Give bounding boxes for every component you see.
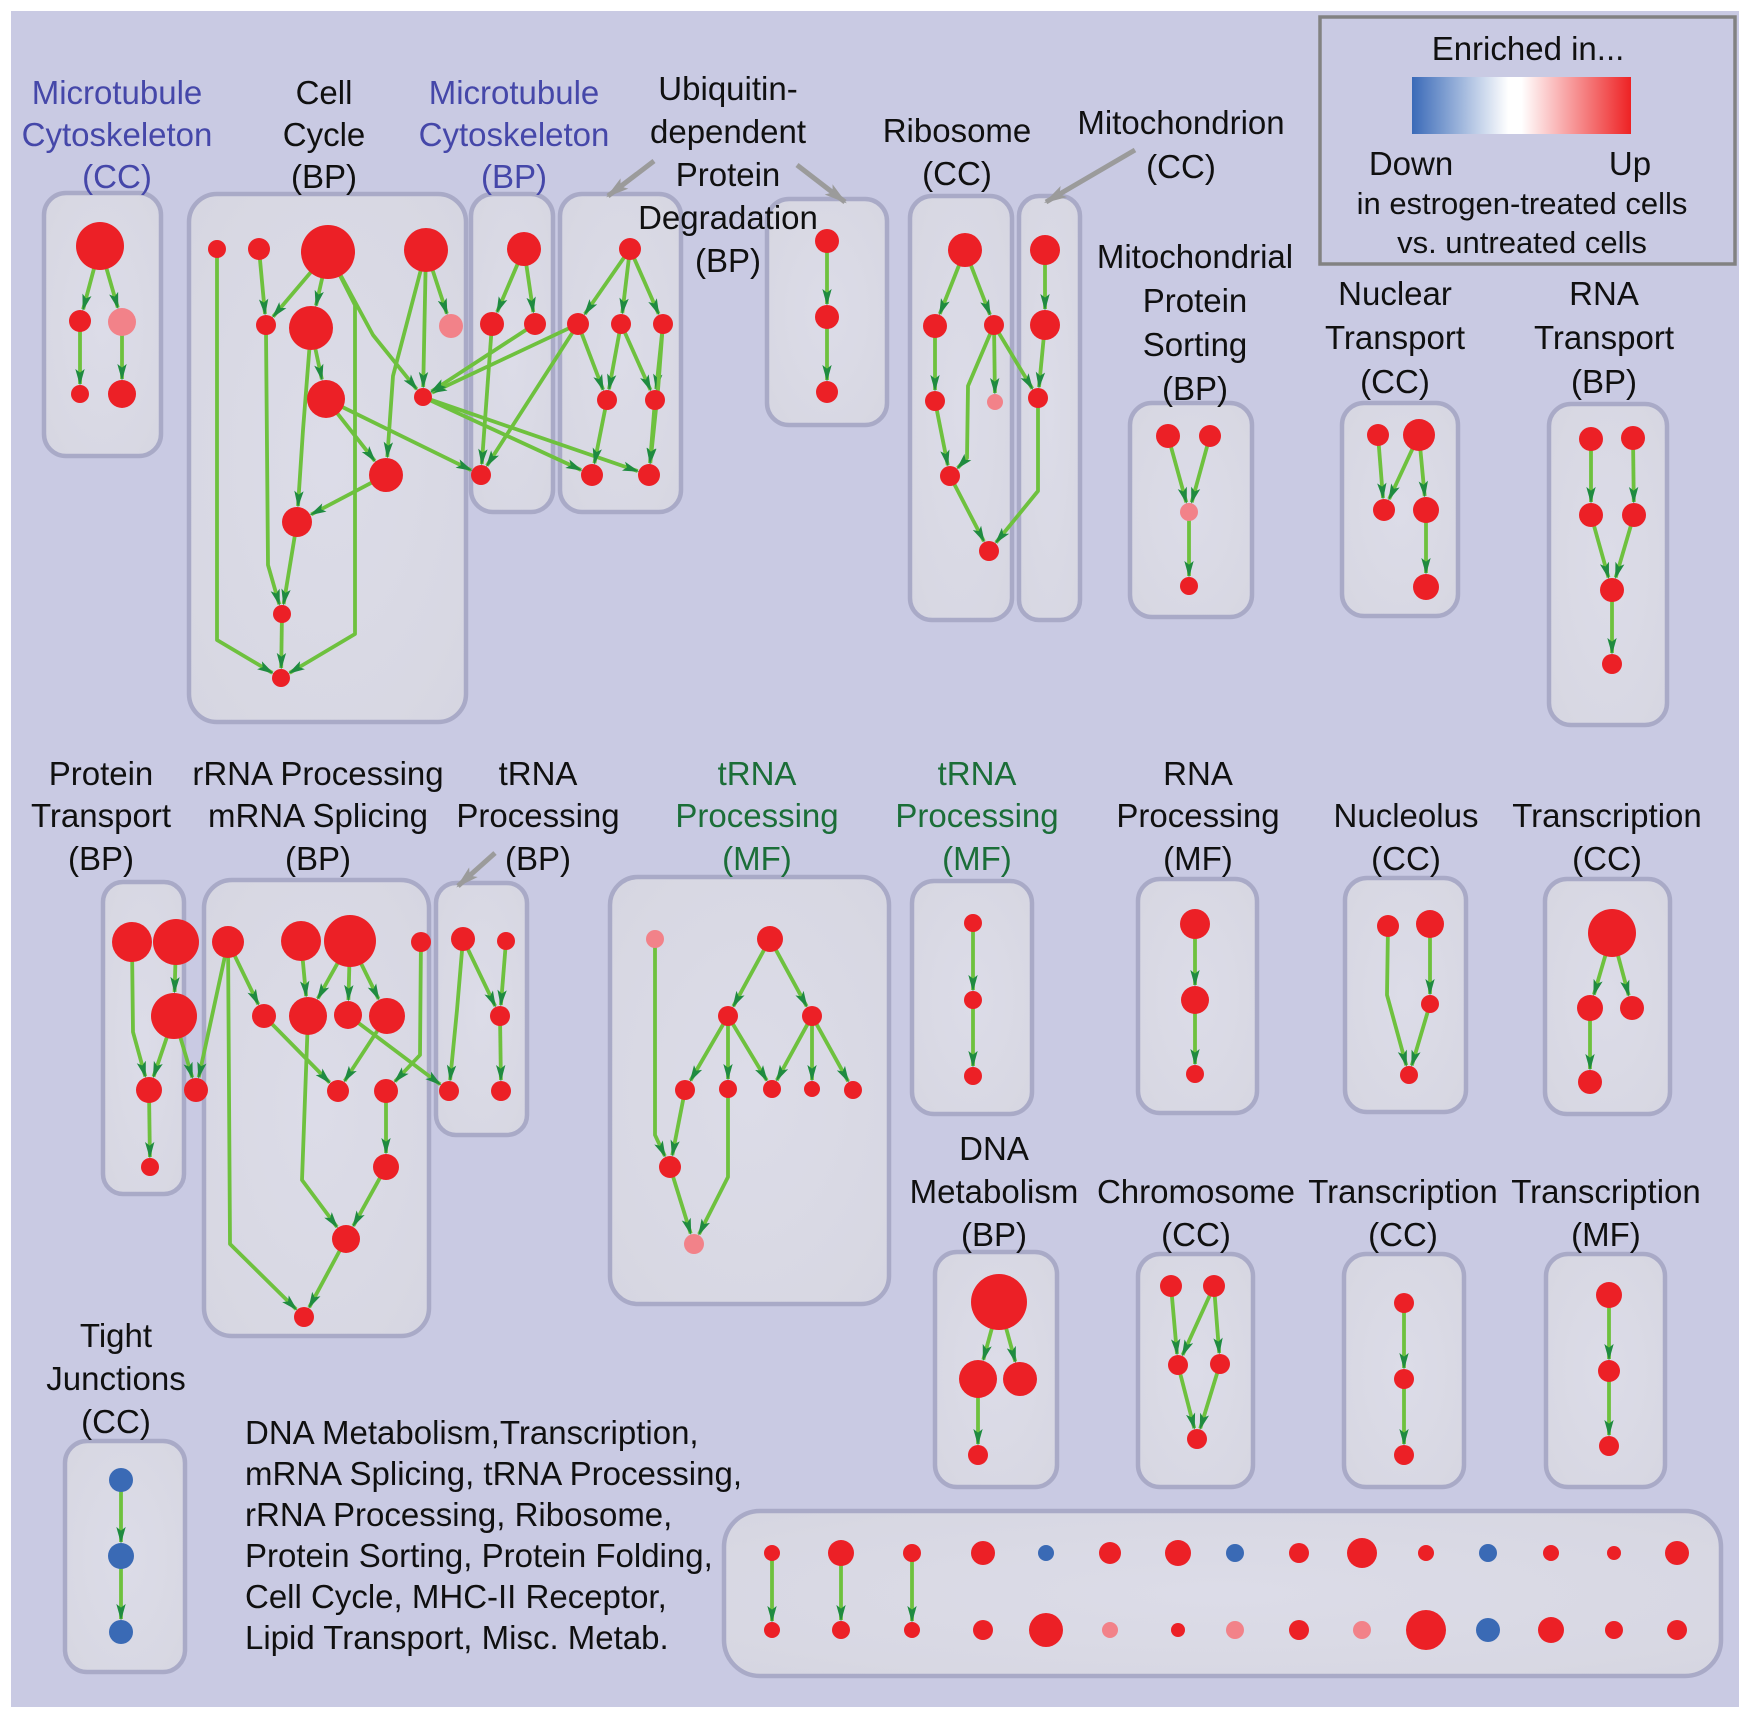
svg-text:Chromosome: Chromosome	[1097, 1173, 1295, 1210]
svg-text:(BP): (BP)	[481, 158, 547, 195]
svg-text:Cytoskeleton: Cytoskeleton	[22, 116, 213, 153]
svg-text:Cell Cycle, MHC-II Receptor,: Cell Cycle, MHC-II Receptor,	[245, 1578, 667, 1615]
svg-text:(BP): (BP)	[285, 840, 351, 877]
svg-text:(CC): (CC)	[1371, 840, 1441, 877]
svg-text:(BP): (BP)	[961, 1216, 1027, 1253]
svg-text:Metabolism: Metabolism	[910, 1173, 1079, 1210]
svg-text:Nuclear: Nuclear	[1338, 275, 1452, 312]
svg-text:dependent: dependent	[650, 113, 806, 150]
svg-text:Cytoskeleton: Cytoskeleton	[419, 116, 610, 153]
svg-text:Protein: Protein	[1143, 282, 1248, 319]
svg-text:Processing: Processing	[895, 797, 1058, 834]
svg-text:Protein: Protein	[49, 755, 154, 792]
svg-text:Nucleolus: Nucleolus	[1334, 797, 1479, 834]
svg-text:Down: Down	[1369, 145, 1453, 182]
svg-text:Transport: Transport	[1534, 319, 1674, 356]
svg-text:Processing: Processing	[675, 797, 838, 834]
svg-text:(CC): (CC)	[81, 1403, 151, 1440]
svg-text:Junctions: Junctions	[46, 1360, 185, 1397]
svg-text:Ubiquitin-: Ubiquitin-	[658, 70, 797, 107]
svg-text:Protein Sorting, Protein Foldi: Protein Sorting, Protein Folding,	[245, 1537, 713, 1574]
svg-text:Transcription: Transcription	[1511, 1173, 1701, 1210]
svg-text:Protein: Protein	[676, 156, 781, 193]
svg-text:mRNA Splicing, tRNA Processing: mRNA Splicing, tRNA Processing,	[245, 1455, 742, 1492]
svg-text:(BP): (BP)	[1162, 370, 1228, 407]
svg-text:Processing: Processing	[1116, 797, 1279, 834]
svg-text:Mitochondrion: Mitochondrion	[1077, 104, 1284, 141]
svg-text:(MF): (MF)	[942, 840, 1012, 877]
svg-text:(MF): (MF)	[722, 840, 792, 877]
svg-text:Cell: Cell	[296, 74, 353, 111]
svg-text:Transcription: Transcription	[1512, 797, 1702, 834]
svg-text:in estrogen-treated cells: in estrogen-treated cells	[1357, 186, 1688, 221]
svg-text:Transcription: Transcription	[1308, 1173, 1498, 1210]
svg-text:Microtubule: Microtubule	[429, 74, 600, 111]
svg-text:(CC): (CC)	[1360, 363, 1430, 400]
svg-text:Lipid Transport, Misc. Metab.: Lipid Transport, Misc. Metab.	[245, 1619, 669, 1656]
svg-text:Degradation: Degradation	[638, 199, 818, 236]
svg-text:tRNA: tRNA	[499, 755, 578, 792]
svg-text:rRNA Processing: rRNA Processing	[192, 755, 443, 792]
svg-text:Tight: Tight	[80, 1317, 152, 1354]
svg-text:(CC): (CC)	[922, 155, 992, 192]
svg-text:(MF): (MF)	[1571, 1216, 1641, 1253]
svg-text:rRNA Processing, Ribosome,: rRNA Processing, Ribosome,	[245, 1496, 672, 1533]
svg-text:tRNA: tRNA	[718, 755, 797, 792]
svg-text:(BP): (BP)	[505, 840, 571, 877]
svg-text:(MF): (MF)	[1163, 840, 1233, 877]
svg-text:(BP): (BP)	[291, 158, 357, 195]
svg-text:vs. untreated cells: vs. untreated cells	[1397, 225, 1647, 260]
svg-text:Processing: Processing	[456, 797, 619, 834]
svg-text:Sorting: Sorting	[1143, 326, 1248, 363]
svg-text:Mitochondrial: Mitochondrial	[1097, 238, 1293, 275]
svg-text:(CC): (CC)	[1572, 840, 1642, 877]
svg-text:mRNA Splicing: mRNA Splicing	[208, 797, 428, 834]
svg-text:Enriched in...: Enriched in...	[1432, 30, 1625, 67]
svg-text:tRNA: tRNA	[938, 755, 1017, 792]
svg-text:DNA Metabolism,Transcription,: DNA Metabolism,Transcription,	[245, 1414, 699, 1451]
svg-text:(CC): (CC)	[82, 158, 152, 195]
svg-text:(BP): (BP)	[695, 242, 761, 279]
svg-text:Transport: Transport	[1325, 319, 1465, 356]
svg-text:Microtubule: Microtubule	[32, 74, 203, 111]
svg-text:RNA: RNA	[1569, 275, 1639, 312]
svg-text:(CC): (CC)	[1146, 148, 1216, 185]
svg-text:RNA: RNA	[1163, 755, 1233, 792]
svg-text:DNA: DNA	[959, 1130, 1029, 1167]
svg-text:(BP): (BP)	[68, 840, 134, 877]
svg-text:Transport: Transport	[31, 797, 171, 834]
svg-text:(BP): (BP)	[1571, 363, 1637, 400]
svg-text:Ribosome: Ribosome	[883, 112, 1032, 149]
svg-text:Up: Up	[1609, 145, 1651, 182]
svg-text:(CC): (CC)	[1161, 1216, 1231, 1253]
svg-text:Cycle: Cycle	[283, 116, 366, 153]
svg-text:(CC): (CC)	[1368, 1216, 1438, 1253]
